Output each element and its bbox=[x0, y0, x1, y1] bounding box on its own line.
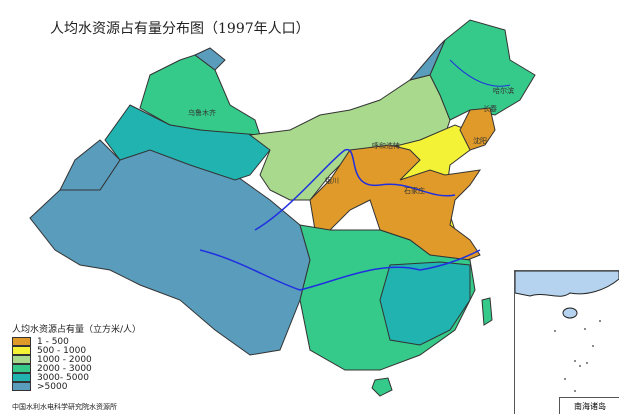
inset-label: 南海诸岛 bbox=[559, 397, 619, 414]
yangtze-river bbox=[199, 249, 481, 291]
region-altai bbox=[194, 47, 226, 71]
inset-map bbox=[514, 270, 619, 392]
legend-item: 3000- 5000 bbox=[12, 372, 141, 383]
city-label: 乌鲁木齐 bbox=[188, 109, 216, 117]
legend-swatch bbox=[12, 364, 31, 373]
city-label: 石家庄 bbox=[404, 187, 425, 195]
legend-swatch bbox=[12, 355, 31, 364]
legend-label: 2000 - 3000 bbox=[37, 363, 92, 374]
legend-label: 1 - 500 bbox=[37, 336, 69, 347]
legend: 人均水资源占有量（立方米/人） 1 - 500 500 - 1000 1000 … bbox=[12, 322, 142, 392]
region-west-edge bbox=[59, 139, 121, 191]
legend-label: >5000 bbox=[37, 381, 68, 392]
songhua-river bbox=[449, 59, 511, 87]
legend-label: 1000 - 2000 bbox=[37, 354, 92, 365]
legend-swatch bbox=[12, 346, 31, 355]
region-northeast bbox=[429, 19, 536, 121]
region-hainan bbox=[371, 377, 393, 397]
city-label: 长春 bbox=[483, 105, 497, 113]
legend-swatch bbox=[12, 382, 31, 391]
region-south-teal bbox=[379, 261, 471, 346]
legend-item: 500 - 1000 bbox=[12, 345, 141, 356]
legend-swatch bbox=[12, 337, 31, 346]
legend-item: >5000 bbox=[12, 381, 141, 392]
city-label: 呼和浩特 bbox=[372, 142, 400, 150]
legend-label: 500 - 1000 bbox=[37, 345, 87, 356]
yellow-river bbox=[254, 149, 456, 231]
south-china-sea-inset bbox=[514, 270, 619, 414]
legend-item: 1000 - 2000 bbox=[12, 354, 141, 365]
legend-item: 2000 - 3000 bbox=[12, 363, 141, 374]
city-label: 银川 bbox=[325, 177, 339, 185]
city-label: 哈尔滨 bbox=[493, 87, 514, 95]
region-heilongjiang-north bbox=[408, 39, 446, 81]
legend-item: 1 - 500 bbox=[12, 336, 141, 347]
region-orange-liaoning bbox=[459, 107, 496, 151]
legend-label: 3000- 5000 bbox=[37, 372, 89, 383]
legend-swatch bbox=[12, 373, 31, 382]
region-taiwan bbox=[481, 297, 493, 326]
legend-title: 人均水资源占有量（立方米/人） bbox=[12, 325, 142, 335]
city-label: 沈阳 bbox=[473, 137, 487, 145]
map-title: 人均水资源占有量分布图（1997年人口） bbox=[50, 21, 310, 37]
region-xinjiang-center bbox=[104, 104, 271, 181]
credit-text: 中国水利水电科学研究院水资源所 bbox=[12, 403, 117, 411]
